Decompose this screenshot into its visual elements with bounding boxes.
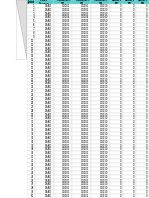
Polygon shape xyxy=(0,0,27,198)
Polygon shape xyxy=(16,0,27,59)
Polygon shape xyxy=(16,0,27,59)
